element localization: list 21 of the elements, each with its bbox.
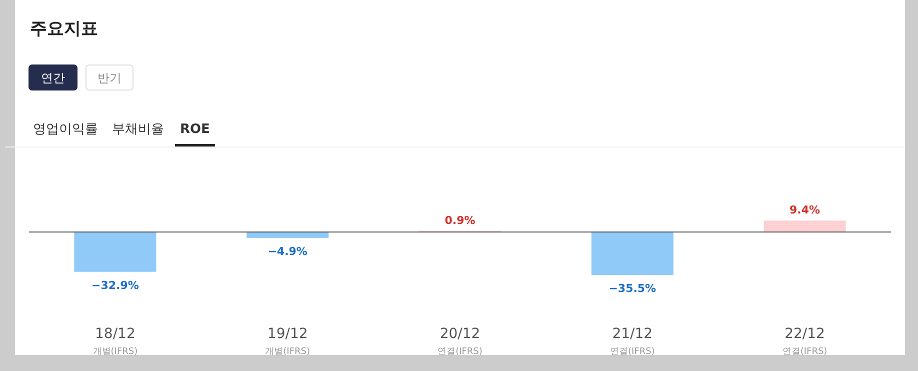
chart-title: 주요지표 xyxy=(30,19,98,39)
data-label: 0.9% xyxy=(444,214,476,227)
data-label: 9.4% xyxy=(790,204,820,217)
data-label: −32.9% xyxy=(92,278,139,292)
text: 연결(IFRS) xyxy=(610,347,655,357)
x-tick-label: 19/12 xyxy=(267,326,308,342)
text: 개별(IFRS) xyxy=(265,347,310,357)
text: 연결(IFRS) xyxy=(782,347,828,357)
text: 연결(IFRS) xyxy=(438,347,482,357)
x-tick-label: 18/12 xyxy=(95,326,136,342)
text: 개별(IFRS) xyxy=(92,347,138,357)
text: 영업이익률 xyxy=(33,122,98,137)
data-label: −35.5% xyxy=(608,282,656,295)
text: 반기 xyxy=(98,71,122,85)
text: 연간 xyxy=(41,71,65,85)
x-tick-label: 21/12 xyxy=(612,326,653,342)
x-tick-label: 22/12 xyxy=(784,326,825,342)
x-tick-label: 20/12 xyxy=(440,326,480,342)
text: ROE xyxy=(180,122,210,137)
data-label: −4.9% xyxy=(268,244,308,258)
text: 부채비율 xyxy=(112,122,164,137)
